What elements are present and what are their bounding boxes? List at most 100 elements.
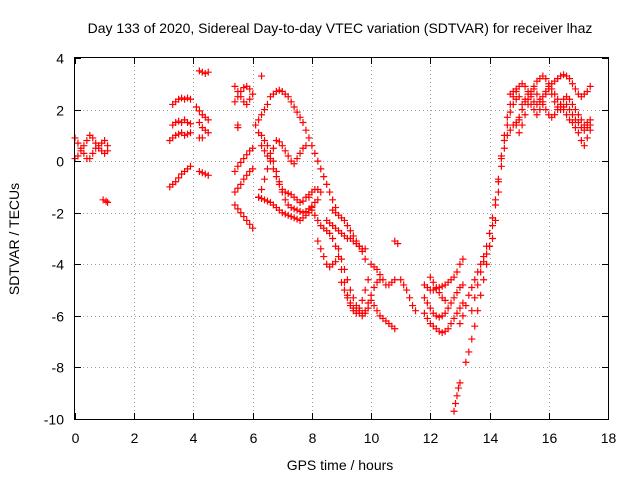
data-point: [462, 358, 470, 366]
series-track-11: [195, 67, 212, 77]
data-point: [542, 90, 550, 98]
series-track-24: [255, 193, 316, 224]
data-point: [361, 286, 369, 294]
data-point: [278, 209, 286, 217]
data-point: [293, 215, 301, 223]
data-point: [104, 147, 112, 155]
data-point: [512, 121, 520, 129]
data-point: [346, 286, 354, 294]
data-point: [483, 250, 491, 258]
data-point: [231, 82, 239, 90]
data-point: [515, 129, 523, 137]
data-point: [435, 313, 443, 321]
data-point: [403, 286, 411, 294]
data-point: [574, 129, 582, 137]
data-point: [438, 329, 446, 337]
data-point: [80, 142, 88, 150]
data-point: [201, 69, 209, 77]
series-track-27: [329, 206, 369, 263]
data-point: [557, 72, 565, 80]
data-point: [364, 276, 372, 284]
series-track-05: [169, 116, 194, 129]
series-track-36: [420, 281, 467, 321]
data-point: [477, 291, 485, 299]
tick-labels: 0 2 4 6 8 10 12 14 16 18 -10 -8 -6 -4 -2 0 2 4: [44, 51, 617, 447]
data-point: [568, 80, 576, 88]
y-axis-label: SDTVAR / TECUs: [6, 183, 22, 295]
data-point: [269, 144, 277, 152]
data-point: [269, 157, 277, 165]
data-point: [423, 314, 431, 322]
data-point: [456, 260, 464, 268]
data-point: [234, 184, 242, 192]
data-point: [349, 232, 357, 240]
data-point: [435, 327, 443, 335]
data-point: [258, 195, 266, 203]
data-point: [518, 121, 526, 129]
data-point: [172, 118, 180, 126]
data-point: [284, 152, 292, 160]
data-point: [568, 118, 576, 126]
series-track-45: [515, 72, 594, 150]
data-point: [391, 276, 399, 284]
data-point: [450, 294, 458, 302]
data-point: [181, 95, 189, 103]
series-track-19: [258, 72, 266, 80]
data-point: [317, 245, 325, 253]
data-point: [435, 289, 443, 297]
x-axis-label: GPS time / hours: [287, 457, 394, 473]
data-point: [332, 258, 340, 266]
data-point: [234, 205, 242, 213]
data-point: [178, 94, 186, 102]
data-point: [266, 149, 274, 157]
data-point: [287, 98, 295, 106]
data-point: [234, 121, 242, 129]
series-track-44: [512, 85, 594, 134]
data-point: [326, 188, 334, 196]
data-point: [497, 162, 505, 170]
data-point: [192, 103, 200, 111]
data-point: [426, 304, 434, 312]
data-point: [406, 294, 414, 302]
data-point: [370, 302, 378, 310]
data-point: [249, 90, 257, 98]
series-track-38: [426, 273, 449, 304]
data-point: [571, 85, 579, 93]
data-point: [358, 247, 366, 255]
data-point: [444, 304, 452, 312]
data-point: [258, 186, 266, 194]
series-track-35: [420, 255, 467, 294]
data-point: [275, 178, 283, 186]
series-track-33: [391, 237, 402, 248]
data-point: [468, 307, 476, 315]
x-tick-label: 4: [190, 430, 198, 446]
data-point: [237, 158, 245, 166]
data-point: [577, 116, 585, 124]
data-point: [281, 147, 289, 155]
grid: [75, 58, 608, 419]
data-point: [379, 276, 387, 284]
series-track-21: [252, 86, 340, 212]
x-tick-label: 18: [601, 430, 617, 446]
data-point: [462, 302, 470, 310]
series-track-28: [314, 237, 340, 271]
data-point: [453, 289, 461, 297]
data-point: [480, 276, 488, 284]
data-point: [536, 95, 544, 103]
data-point: [329, 196, 337, 204]
data-point: [459, 255, 467, 263]
data-point: [361, 309, 369, 317]
data-point: [181, 131, 189, 139]
data-point: [102, 197, 110, 205]
data-point: [563, 100, 571, 108]
data-point: [311, 149, 319, 157]
data-point: [489, 222, 497, 230]
data-point: [346, 227, 354, 235]
data-point: [296, 149, 304, 157]
data-point: [278, 142, 286, 150]
data-point: [246, 95, 254, 103]
x-tick-label: 8: [309, 430, 317, 446]
data-point: [326, 229, 334, 237]
data-point: [278, 188, 286, 196]
